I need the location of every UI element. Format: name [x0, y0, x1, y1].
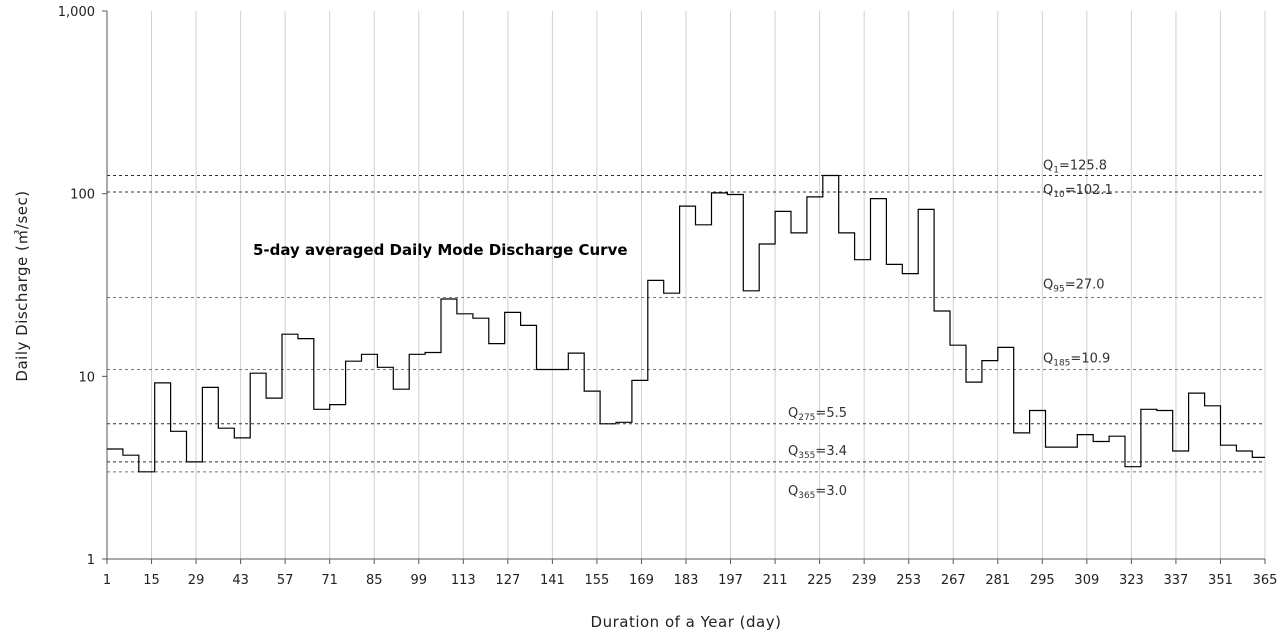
- y-tick-label-1,000: 1,000: [58, 5, 95, 20]
- x-tick-label-113: 113: [451, 573, 476, 588]
- x-tick-label-29: 29: [188, 573, 205, 588]
- x-tick-label-211: 211: [763, 573, 788, 588]
- x-tick-label-15: 15: [143, 573, 160, 588]
- x-tick-label-197: 197: [718, 573, 743, 588]
- x-tick-label-365: 365: [1253, 573, 1278, 588]
- x-tick-label-225: 225: [807, 573, 832, 588]
- reference-label-q275: Q275=5.5: [788, 406, 847, 423]
- series-layer: [107, 174, 1265, 473]
- x-tick-label-57: 57: [277, 573, 294, 588]
- x-tick-label-253: 253: [896, 573, 921, 588]
- reference-label-q355: Q355=3.4: [788, 444, 847, 461]
- reference-label-q185: Q185=10.9: [1043, 351, 1110, 368]
- x-tick-label-239: 239: [852, 573, 877, 588]
- x-tick-label-351: 351: [1208, 573, 1233, 588]
- y-tick-label-10: 10: [78, 370, 95, 385]
- grid-lines: [151, 11, 1266, 559]
- x-tick-label-337: 337: [1164, 573, 1189, 588]
- reference-label-q10: Q10=102.1: [1043, 183, 1113, 200]
- series-line-0: [107, 174, 1265, 473]
- x-tick-label-71: 71: [321, 573, 338, 588]
- y-axis-title: Daily Discharge (㎥/sec): [13, 190, 31, 381]
- reference-label-q1: Q1=125.8: [1043, 158, 1107, 175]
- x-tick-label-267: 267: [941, 573, 966, 588]
- y-tick-label-100: 100: [70, 188, 95, 203]
- x-tick-label-183: 183: [674, 573, 699, 588]
- x-tick-label-281: 281: [985, 573, 1010, 588]
- x-tick-label-309: 309: [1074, 573, 1099, 588]
- x-tick-label-85: 85: [366, 573, 383, 588]
- reference-label-q95: Q95=27.0: [1043, 278, 1105, 295]
- reference-annotations: Q1=125.8 Q10=102.1 Q95=27.0 Q185=10.9 Q275=5…: [788, 158, 1113, 500]
- x-tick-label-99: 99: [410, 573, 427, 588]
- reference-lines: [107, 174, 1265, 473]
- y-tick-label-1: 1: [87, 553, 95, 568]
- x-tick-label-141: 141: [540, 573, 565, 588]
- x-axis-title: Duration of a Year (day): [591, 613, 782, 631]
- axes: [102, 10, 1266, 564]
- x-tick-label-43: 43: [232, 573, 249, 588]
- x-tick-label-1: 1: [103, 573, 111, 588]
- x-tick-label-155: 155: [585, 573, 610, 588]
- y-tick-labels: 1 10 100 1,000: [58, 5, 95, 568]
- x-tick-labels: 1 15 29 43 57 71 85 99 113 127 141 155 169 183 197 211 2…: [103, 573, 1278, 588]
- x-tick-label-169: 169: [629, 573, 654, 588]
- chart-title: 5-day averaged Daily Mode Discharge Curv…: [253, 241, 628, 259]
- x-tick-label-323: 323: [1119, 573, 1144, 588]
- x-tick-label-295: 295: [1030, 573, 1055, 588]
- reference-label-q365: Q365=3.0: [788, 484, 847, 501]
- x-tick-label-127: 127: [495, 573, 520, 588]
